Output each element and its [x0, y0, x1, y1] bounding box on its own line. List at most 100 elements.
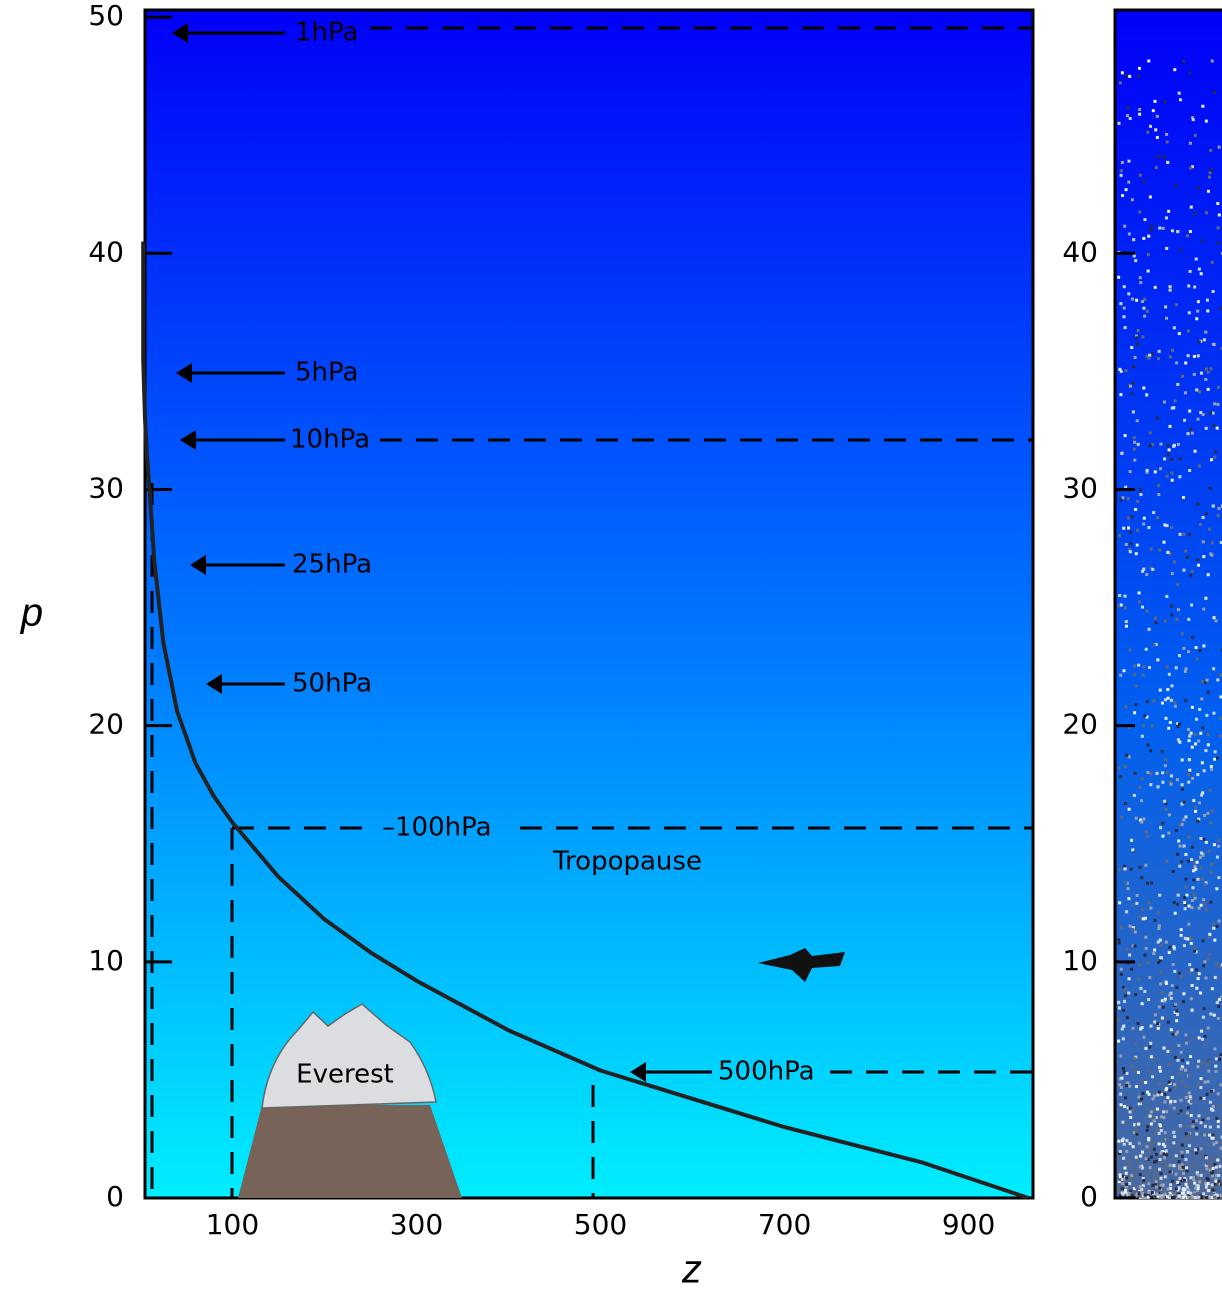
dot: [1175, 361, 1179, 365]
dot: [1127, 180, 1131, 184]
dot: [1203, 902, 1207, 906]
dot: [1186, 937, 1190, 941]
dot: [1206, 370, 1210, 374]
annotation: 25hPa: [292, 550, 372, 580]
dot: [1165, 1153, 1169, 1157]
dot: [1209, 168, 1213, 172]
dot: [1211, 1133, 1215, 1137]
dot: [1139, 1154, 1143, 1158]
dot: [1142, 567, 1146, 571]
dot: [1220, 251, 1222, 255]
dot: [1182, 818, 1186, 822]
dot: [1156, 1195, 1160, 1199]
dot: [1208, 1059, 1212, 1063]
dot: [1162, 1116, 1166, 1120]
dot: [1192, 878, 1196, 882]
dot: [1174, 666, 1178, 670]
dot: [1169, 1028, 1173, 1032]
dot: [1195, 388, 1199, 392]
dot: [1132, 447, 1136, 451]
dot: [1186, 329, 1190, 333]
dot: [1133, 930, 1137, 934]
dot: [1117, 1039, 1121, 1043]
dot: [1161, 1152, 1165, 1156]
dot: [1203, 1124, 1207, 1128]
dot: [1217, 506, 1221, 510]
dot: [1188, 532, 1192, 536]
dot: [1152, 1094, 1156, 1098]
dot: [1157, 924, 1161, 928]
dot: [1148, 976, 1152, 980]
dot: [1191, 776, 1195, 780]
dot: [1124, 994, 1128, 998]
dot: [1182, 992, 1186, 996]
dot: [1127, 1163, 1131, 1167]
dot: [1122, 526, 1126, 530]
dot: [1206, 743, 1210, 747]
dot: [1197, 1059, 1201, 1063]
dot: [1187, 739, 1191, 743]
dot: [1199, 1077, 1203, 1081]
dot: [1141, 1184, 1145, 1188]
dot: [1210, 987, 1214, 991]
dot: [1166, 160, 1170, 164]
dot: [1147, 59, 1151, 63]
dot: [1182, 844, 1186, 848]
y-tick-label: 40: [1062, 235, 1098, 268]
dot: [1197, 1114, 1201, 1118]
x-tick-label: 300: [390, 1208, 443, 1241]
dot: [1181, 787, 1185, 791]
dot: [1122, 1070, 1126, 1074]
dot: [1196, 1188, 1200, 1192]
dot: [1203, 1034, 1207, 1038]
dot: [1122, 669, 1126, 673]
dot: [1140, 1097, 1144, 1101]
dot: [1187, 904, 1191, 908]
dot: [1146, 1195, 1150, 1199]
dot: [1117, 1139, 1121, 1143]
dot: [1187, 284, 1191, 288]
dot: [1194, 809, 1198, 813]
dot: [1212, 616, 1216, 620]
dot: [1210, 1136, 1214, 1140]
dot: [1174, 1194, 1178, 1198]
dot: [1124, 74, 1128, 78]
dot: [1165, 246, 1169, 250]
dot: [1148, 431, 1152, 435]
dot: [1119, 498, 1123, 502]
dot: [1192, 1191, 1196, 1195]
dot: [1137, 663, 1141, 667]
dot: [1150, 1141, 1154, 1145]
dot: [1142, 236, 1146, 240]
dot: [1160, 999, 1164, 1003]
dot: [1169, 698, 1173, 702]
dot: [1204, 908, 1208, 912]
dot: [1206, 189, 1210, 193]
dot: [1122, 1177, 1126, 1181]
dot: [1149, 228, 1153, 232]
dot: [1217, 1179, 1221, 1183]
dot: [1173, 704, 1177, 708]
dot: [1120, 1139, 1124, 1143]
dot: [1180, 860, 1184, 864]
dot: [1204, 1181, 1208, 1185]
dot: [1122, 864, 1126, 868]
dot: [1124, 705, 1128, 709]
dot: [1135, 1192, 1139, 1196]
dot: [1149, 772, 1153, 776]
dot: [1184, 1096, 1188, 1100]
x-tick-label: 900: [942, 1208, 995, 1241]
dot: [1192, 354, 1196, 358]
dot: [1158, 893, 1162, 897]
dot: [1197, 340, 1201, 344]
dot: [1121, 1194, 1125, 1198]
dot: [1137, 1070, 1141, 1074]
dot: [1177, 971, 1181, 975]
arrow-head: [190, 555, 206, 575]
dot: [1118, 594, 1122, 598]
dot: [1196, 1184, 1200, 1188]
dot: [1173, 184, 1177, 188]
dot: [1200, 371, 1204, 375]
dot: [1168, 1194, 1172, 1198]
dot: [1131, 410, 1135, 414]
